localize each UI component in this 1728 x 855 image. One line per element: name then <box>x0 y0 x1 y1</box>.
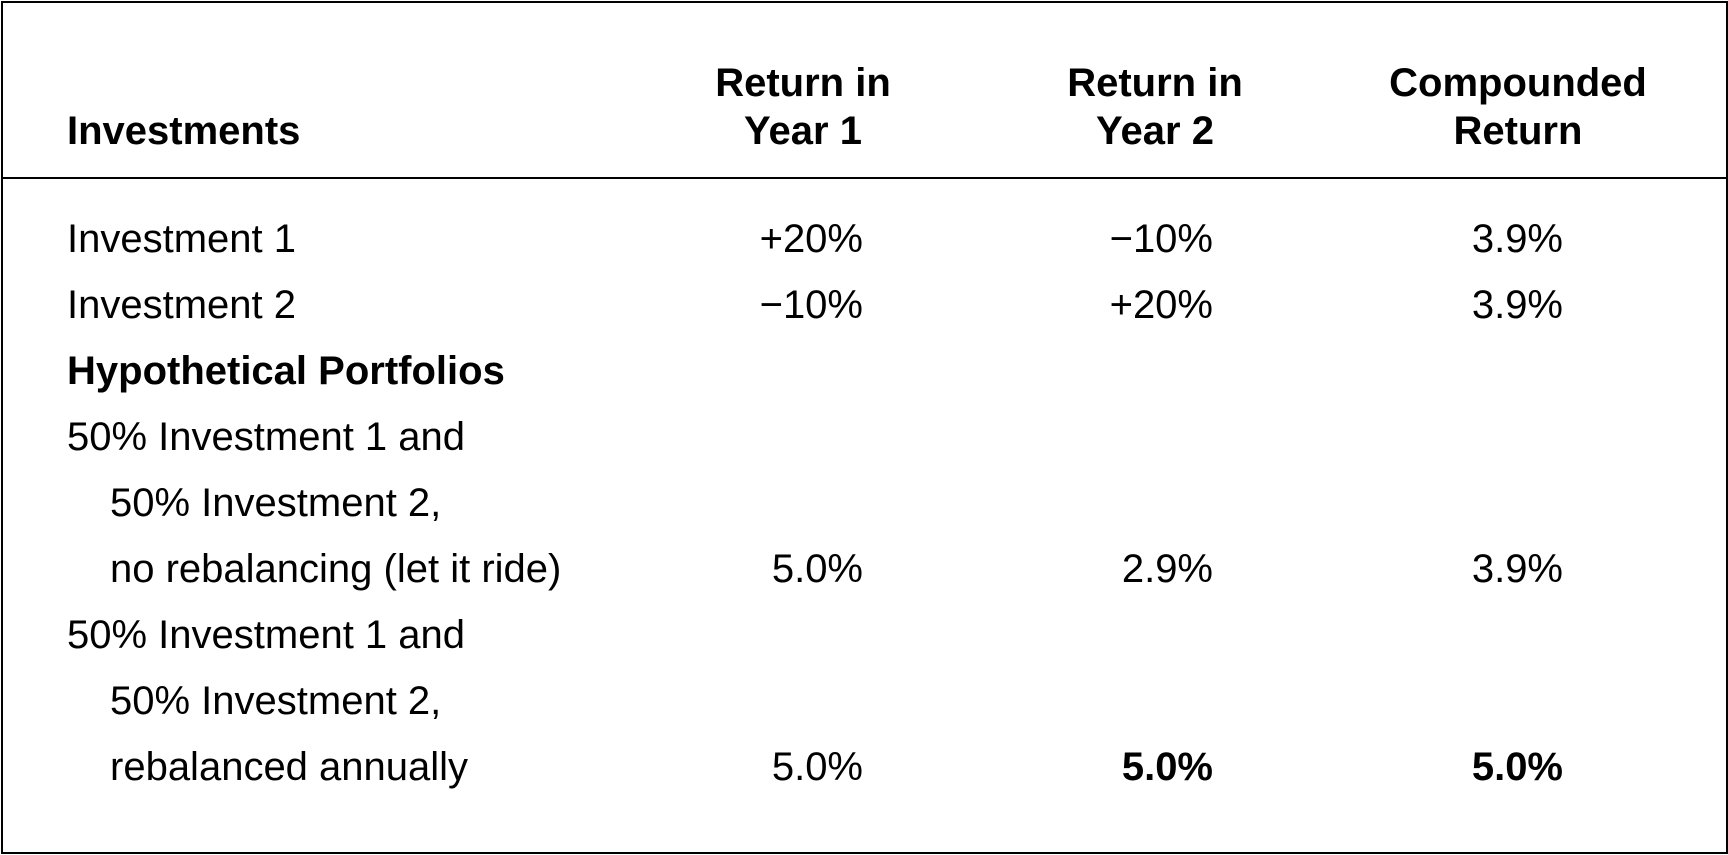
compounded-return-value: 3.9% <box>1471 283 1563 327</box>
header-return-year1-line2: Year 1 <box>744 109 862 153</box>
header-investments: Investments <box>67 107 300 155</box>
return-year1-value: 5.0% <box>771 745 863 789</box>
table-row-portfolio-no-rebalancing: no rebalancing (let it ride) 5.0% 2.9% 3… <box>3 536 1726 602</box>
table-row-portfolio-b-line1: 50% Investment 1 and <box>3 602 1726 668</box>
return-year2-value: +20% <box>1109 283 1213 327</box>
header-investments-label: Investments <box>67 109 301 153</box>
row-label: 50% Investment 1 and <box>67 415 466 459</box>
row-label: 50% Investment 2, <box>110 481 442 525</box>
return-year2-value: 5.0% <box>1121 745 1213 789</box>
table-row-portfolio-rebalanced-annually: rebalanced annually 5.0% 5.0% 5.0% <box>3 734 1726 800</box>
row-label: 50% Investment 1 and <box>67 613 466 657</box>
compounded-return-value: 3.9% <box>1471 547 1563 591</box>
table-row-investment-1: Investment 1 +20% −10% 3.9% <box>3 206 1726 272</box>
row-label: Investment 2 <box>67 283 297 327</box>
header-compounded-return-line1: Compounded <box>1389 61 1647 105</box>
header-compounded-return: Compounded Return <box>1343 59 1693 155</box>
header-return-year2-line1: Return in <box>1067 61 1243 105</box>
return-year2-value: −10% <box>1109 217 1213 261</box>
header-divider <box>3 177 1726 179</box>
table-row-portfolio-a-line2: 50% Investment 2, <box>3 470 1726 536</box>
row-label: rebalanced annually <box>110 745 469 789</box>
header-return-year2-line2: Year 2 <box>1096 109 1214 153</box>
return-year1-value: +20% <box>759 217 863 261</box>
header-compounded-return-line2: Return <box>1453 109 1583 153</box>
row-label: no rebalancing (let it ride) <box>110 547 562 591</box>
return-year1-value: 5.0% <box>771 547 863 591</box>
section-heading-hypothetical-portfolios: Hypothetical Portfolios <box>3 338 1726 404</box>
header-return-year1-line1: Return in <box>715 61 891 105</box>
return-year1-value: −10% <box>759 283 863 327</box>
table-row-portfolio-b-line2: 50% Investment 2, <box>3 668 1726 734</box>
header-return-year1: Return in Year 1 <box>683 59 923 155</box>
header-return-year2: Return in Year 2 <box>1035 59 1275 155</box>
table-row-investment-2: Investment 2 −10% +20% 3.9% <box>3 272 1726 338</box>
compounded-return-value: 3.9% <box>1471 217 1563 261</box>
compounded-return-value: 5.0% <box>1471 745 1563 789</box>
row-label: Investment 1 <box>67 217 297 261</box>
table-row-portfolio-a-line1: 50% Investment 1 and <box>3 404 1726 470</box>
section-heading-label: Hypothetical Portfolios <box>67 349 505 393</box>
return-year2-value: 2.9% <box>1121 547 1213 591</box>
row-label: 50% Investment 2, <box>110 679 442 723</box>
